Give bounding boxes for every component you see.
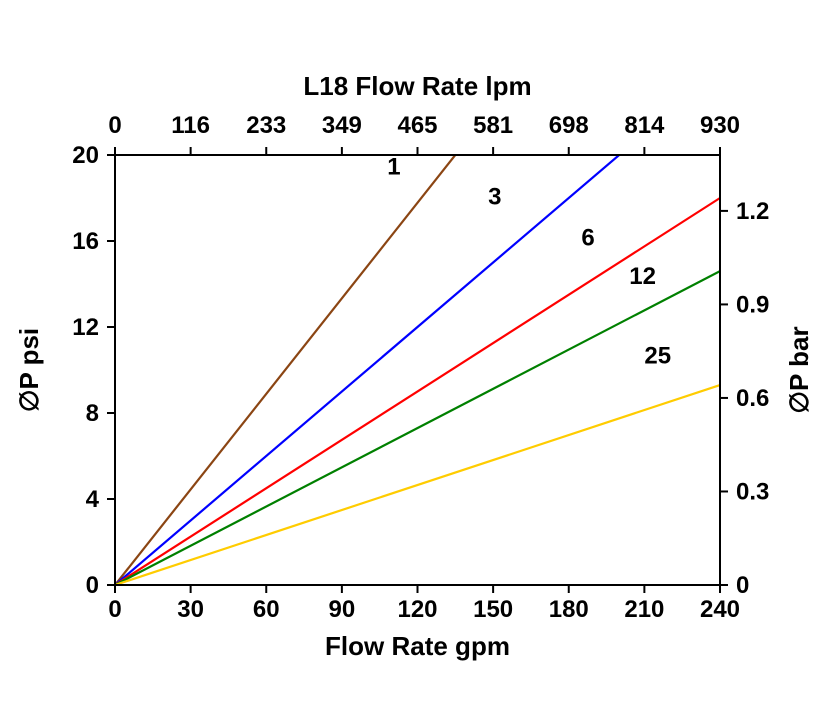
yl-tick-label: 12 <box>72 314 99 341</box>
xb-tick-label: 30 <box>177 596 204 623</box>
xt-tick-label: 0 <box>108 112 121 139</box>
yr-tick-label: 0.6 <box>736 385 769 412</box>
xb-tick-label: 60 <box>253 596 280 623</box>
chart-container: 0306090120150180210240Flow Rate gpm01162… <box>0 0 836 702</box>
series-label-12: 12 <box>629 263 656 290</box>
series-label-25: 25 <box>644 343 671 370</box>
series-label-6: 6 <box>581 224 594 251</box>
yr-tick-label: 1.2 <box>736 198 769 225</box>
series-label-1: 1 <box>387 153 400 180</box>
xb-tick-label: 210 <box>624 596 664 623</box>
yl-tick-label: 16 <box>72 228 99 255</box>
xt-tick-label: 349 <box>322 112 362 139</box>
yr-tick-label: 0.3 <box>736 478 769 505</box>
xt-tick-label: 465 <box>397 112 437 139</box>
xb-tick-label: 90 <box>329 596 356 623</box>
xt-tick-label: 233 <box>246 112 286 139</box>
xt-tick-label: 698 <box>549 112 589 139</box>
yl-tick-label: 0 <box>86 572 99 599</box>
xb-tick-label: 150 <box>473 596 513 623</box>
xb-tick-label: 120 <box>397 596 437 623</box>
yl-tick-label: 20 <box>72 142 99 169</box>
yr-tick-label: 0 <box>736 572 749 599</box>
y-right-title: ∅P bar <box>784 326 814 413</box>
pressure-flow-chart: 0306090120150180210240Flow Rate gpm01162… <box>0 0 836 702</box>
yl-tick-label: 8 <box>86 400 99 427</box>
yr-tick-label: 0.9 <box>736 291 769 318</box>
y-left-title: ∅P psi <box>14 328 44 412</box>
yl-tick-label: 4 <box>86 486 100 513</box>
x-top-title: L18 Flow Rate lpm <box>303 71 531 101</box>
xt-tick-label: 930 <box>700 112 740 139</box>
xt-tick-label: 116 <box>171 112 210 139</box>
series-label-3: 3 <box>488 183 501 210</box>
xb-tick-label: 240 <box>700 596 740 623</box>
xt-tick-label: 581 <box>473 112 513 139</box>
xb-tick-label: 0 <box>108 596 121 623</box>
x-bottom-title: Flow Rate gpm <box>325 631 510 661</box>
xt-tick-label: 814 <box>624 112 665 139</box>
xb-tick-label: 180 <box>549 596 589 623</box>
